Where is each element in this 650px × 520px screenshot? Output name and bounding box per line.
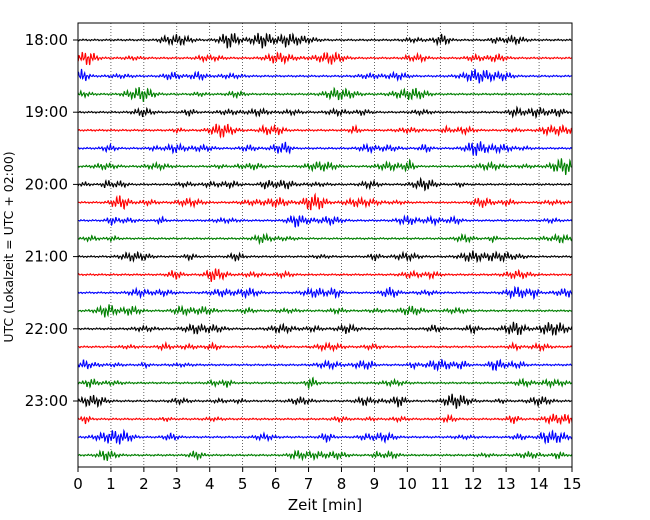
y-tick-label: 23:00 — [25, 392, 68, 410]
trace-line — [77, 250, 573, 264]
trace-line — [77, 32, 573, 49]
x-tick-label: 12 — [464, 475, 483, 493]
plot-area-frame — [77, 22, 573, 468]
x-tick-label: 6 — [271, 475, 281, 493]
x-tick-label: 15 — [562, 475, 581, 493]
x-tick-label: 8 — [337, 475, 347, 493]
x-tick-label: 10 — [398, 475, 417, 493]
trace-line — [77, 358, 573, 372]
x-tick-label: 11 — [431, 475, 450, 493]
trace-line — [77, 158, 573, 176]
y-axis: 18:00 19:00 20:00 21:00 22:00 23:00 — [25, 31, 78, 410]
x-tick-label: 9 — [370, 475, 380, 493]
trace-line — [77, 86, 573, 103]
trace-line — [77, 340, 573, 353]
x-axis: 0 1 2 3 4 5 6 7 8 9 10 11 12 13 14 15 — [73, 467, 582, 493]
trace-line — [77, 68, 573, 84]
y-tick-label: 22:00 — [25, 320, 68, 338]
x-tick-label: 1 — [106, 475, 116, 493]
trace-line — [77, 304, 573, 318]
y-axis-label: UTC (Lokalzeit = UTC + 02:00) — [1, 151, 16, 342]
trace-layer — [77, 32, 573, 462]
trace-line — [77, 285, 573, 301]
trace-line — [77, 176, 573, 192]
x-tick-label: 13 — [497, 475, 516, 493]
x-tick-label: 7 — [304, 475, 314, 493]
y-tick-label: 18:00 — [25, 31, 68, 49]
trace-line — [78, 105, 573, 120]
trace-line — [77, 123, 573, 139]
y-tick-label: 21:00 — [25, 248, 68, 266]
trace-line — [77, 413, 573, 426]
trace-line — [77, 376, 573, 390]
trace-line — [77, 141, 573, 156]
x-axis-label: Zeit [min] — [288, 496, 362, 514]
trace-line — [77, 51, 573, 66]
trace-line — [77, 393, 573, 409]
trace-line — [77, 449, 573, 462]
grid-lines — [110, 23, 540, 467]
x-tick-label: 0 — [73, 475, 83, 493]
x-tick-label: 2 — [139, 475, 149, 493]
trace-line — [77, 268, 573, 283]
x-tick-label: 5 — [238, 475, 248, 493]
x-tick-label: 14 — [530, 475, 549, 493]
y-tick-label: 19:00 — [25, 103, 68, 121]
x-tick-label: 3 — [172, 475, 182, 493]
trace-line — [77, 428, 573, 445]
x-tick-label: 4 — [205, 475, 215, 493]
y-tick-label: 20:00 — [25, 175, 68, 193]
trace-line — [77, 321, 573, 337]
trace-line — [77, 232, 573, 246]
trace-line — [77, 214, 573, 228]
trace-line — [77, 192, 573, 211]
